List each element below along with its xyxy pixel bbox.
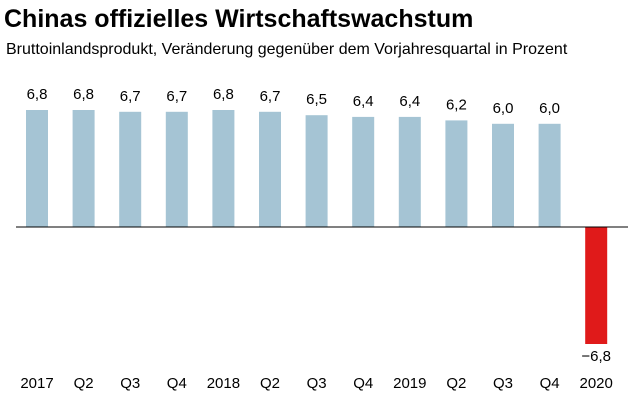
value-label-3: 6,7	[166, 88, 187, 105]
bar-1	[72, 110, 95, 227]
bar-9	[445, 120, 468, 227]
bar-2	[119, 111, 142, 227]
value-label-9: 6,2	[446, 96, 467, 113]
value-label-6: 6,5	[306, 91, 327, 108]
value-label-12: −6,8	[581, 348, 611, 365]
bar-4	[212, 110, 235, 227]
x-tick-label-8: 2019	[393, 375, 426, 392]
value-label-4: 6,8	[213, 86, 234, 103]
bar-7	[352, 116, 375, 227]
x-tick-label-7: Q4	[353, 375, 373, 392]
x-tick-label-11: Q4	[540, 375, 560, 392]
x-tick-label-3: Q4	[167, 375, 187, 392]
value-label-10: 6,0	[493, 100, 514, 117]
x-tick-label-0: 2017	[20, 375, 53, 392]
x-tick-label-10: Q3	[493, 375, 513, 392]
bar-group	[26, 110, 608, 344]
x-tick-label-5: Q2	[260, 375, 280, 392]
bar-0	[26, 110, 48, 227]
value-label-5: 6,7	[260, 88, 281, 105]
bar-5	[259, 111, 281, 227]
value-label-7: 6,4	[353, 93, 374, 110]
x-tick-label-4: 2018	[207, 375, 240, 392]
chart-subtitle: Bruttoinlandsprodukt, Veränderung gegenü…	[6, 41, 568, 58]
x-tick-label-1: Q2	[74, 375, 94, 392]
chart-title: Chinas offizielles Wirtschaftswachstum	[4, 5, 474, 33]
x-tick-label-12: 2020	[580, 375, 613, 392]
x-tick-label-6: Q3	[307, 375, 327, 392]
x-tick-label-group: 2017 Q2 Q3 Q4 2018 Q2 Q3 Q4 2019 Q2 Q3 Q4 2020	[20, 375, 613, 392]
value-label-0: 6,8	[27, 86, 48, 103]
value-label-8: 6,4	[399, 93, 420, 110]
x-tick-label-2: Q3	[120, 375, 140, 392]
bar-3	[165, 111, 188, 227]
bar-10	[492, 123, 514, 227]
bar-12	[585, 227, 608, 344]
value-label-11: 6,0	[539, 100, 560, 117]
bar-8	[398, 116, 421, 227]
bar-6	[305, 115, 328, 227]
x-tick-label-9: Q2	[446, 375, 466, 392]
value-label-2: 6,7	[120, 88, 141, 105]
bar-11	[538, 123, 561, 227]
value-label-1: 6,8	[73, 86, 94, 103]
value-label-group: 6,8 6,8 6,7 6,7 6,8 6,7 6,5 6,4 6,4 6,2 6,0 6,0 −6,8	[27, 86, 611, 365]
